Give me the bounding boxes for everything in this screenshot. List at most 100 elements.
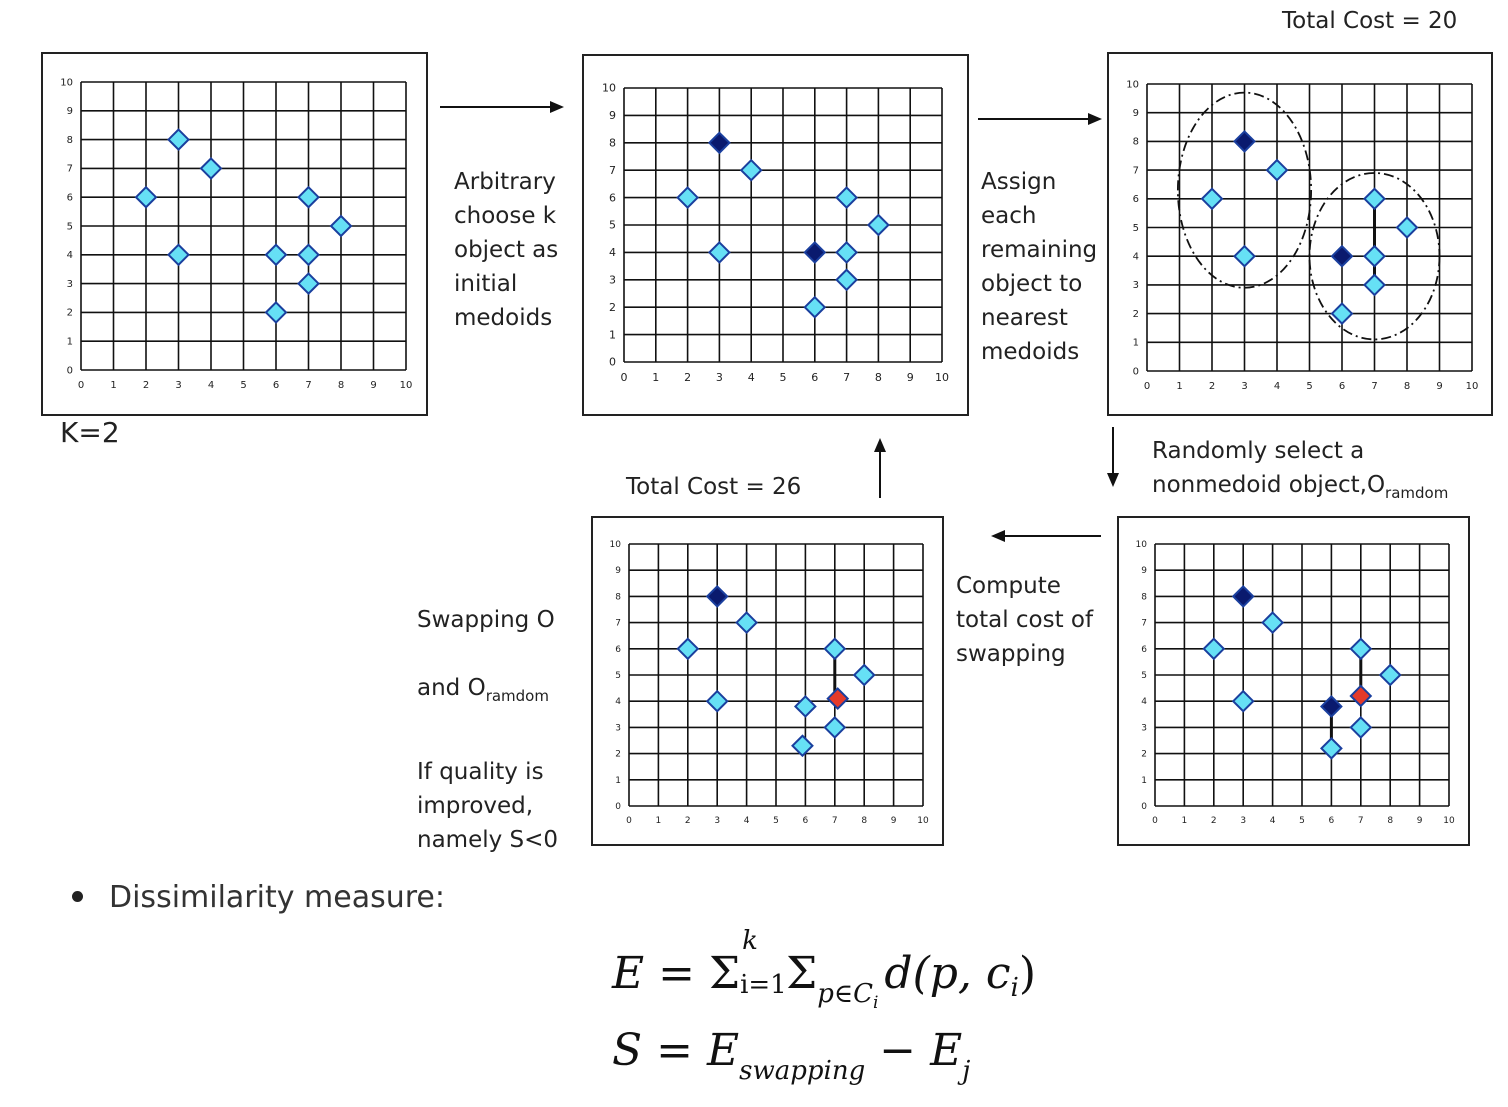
data-point [297,185,320,209]
random-point [826,687,850,710]
formula-e-lhs: E [612,948,645,999]
data-point [823,715,847,739]
formula-args-end: ) [1018,948,1037,999]
step-swapping: Swapping O and Oramdom If quality is imp… [417,569,558,891]
data-point [134,185,158,209]
data-point [793,695,817,718]
x-tick-label: 9 [370,380,376,391]
y-tick-label: 6 [615,645,621,655]
medoid-point [1330,244,1354,268]
x-tick-label: 0 [1144,381,1150,392]
x-tick-label: 0 [626,816,632,826]
scatter-chart-initial: 00 1 1 2 2 3 3 4 4 5 5 6 6 7 7 8 8 9 9 10 10 [60,77,413,391]
formula-s: S = Eswapping − Ej [612,1025,970,1086]
data-point [852,663,876,687]
step-randomly-select-text: Randomly select a nonmedoid object,O [1152,438,1386,498]
formula-e-eq: = [644,948,709,999]
x-tick-label: 6 [1339,381,1345,392]
x-tick-label: 8 [1404,381,1410,392]
y-tick-label: 9 [1133,108,1139,119]
formula-sub-i1: i=1 [740,970,787,1000]
medoid-point [1233,129,1256,153]
y-tick-label: 8 [609,136,616,149]
formula-d: d [884,948,913,999]
data-point [676,637,700,661]
x-tick-label: 8 [861,816,867,826]
data-point [1395,216,1419,239]
data-point [1363,244,1386,268]
y-tick-label: 8 [67,135,73,146]
medoid-point [707,131,731,155]
x-tick-label: 7 [1371,381,1377,392]
x-tick-label: 6 [1329,816,1335,826]
bullet-dot [72,891,83,902]
data-point [1319,736,1343,760]
cluster-ellipse-2 [1308,172,1441,341]
x-tick-label: 2 [685,816,691,826]
y-tick-label: 10 [610,540,622,550]
step-swapping-line1: Swapping O [417,607,555,633]
x-tick-label: 3 [1240,816,1246,826]
step-arbitrary-choose: Arbitrary choose k object as initial med… [454,169,559,331]
grid-panel-medoids: 0 0 1 1 2 2 3 3 4 4 5 5 6 6 7 7 8 8 9 9 10 10 [582,54,969,416]
data-point [1378,663,1402,687]
x-tick-label: 7 [832,816,838,826]
arrow-right-2 [978,113,1102,125]
x-tick-label: 6 [811,371,818,384]
x-tick-label: 5 [773,816,779,826]
x-tick-label: 2 [1209,381,1215,392]
y-tick-label: 7 [609,164,616,177]
data-point [791,734,814,758]
y-tick-label: 5 [1133,223,1139,234]
y-tick-label: 0 [67,365,73,376]
data-point [1349,715,1373,739]
bullet-text: Dissimilarity measure: [109,880,445,915]
x-tick-label: 3 [716,371,723,384]
formula-s-lhs: S [612,1025,643,1076]
data-point [705,689,729,713]
data-point [1265,158,1289,182]
y-tick-label: 5 [609,219,616,232]
x-tick-label: 4 [748,371,755,384]
data-point [739,158,763,182]
y-tick-label: 1 [1133,338,1139,349]
y-tick-label: 4 [1141,697,1147,707]
y-tick-label: 9 [609,109,616,122]
step-randomly-select: Randomly select a nonmedoid object,Oramd… [1152,434,1492,504]
formula-sub-swapping: swapping [739,1056,866,1086]
grid [1154,543,1450,807]
data-point [866,213,890,237]
x-tick-label: 10 [917,816,929,826]
data-point [264,243,288,267]
x-tick-label: 10 [935,371,949,384]
total-cost-top: Total Cost = 20 [1282,8,1458,34]
x-tick-label: 1 [110,380,116,391]
grid [1146,83,1473,372]
x-tick-label: 7 [1358,816,1364,826]
x-tick-label: 5 [780,371,787,384]
formula-sub-j: j [962,1056,971,1086]
x-tick-label: 4 [744,816,750,826]
data-point [1330,302,1354,326]
y-tick-label: 5 [67,221,73,232]
y-tick-label: 4 [615,697,621,707]
y-tick-label: 3 [1141,723,1147,733]
scatter-chart-clusters: 00 1 1 2 2 3 3 4 4 5 5 6 6 7 7 8 8 9 9 10 10 [1126,79,1478,392]
y-tick-label: 7 [1133,165,1139,176]
x-tick-label: 1 [652,371,659,384]
x-tick-label: 1 [1176,381,1182,392]
medoid-point [705,584,729,608]
formula-sigma-2: Σ [786,948,818,999]
x-tick-label: 6 [803,816,809,826]
grid [628,543,924,807]
data-point [835,240,859,264]
data-point [835,268,859,292]
y-tick-label: 7 [615,619,621,629]
scatter-chart-medoids: 00 1 1 2 2 3 3 4 4 5 5 6 6 7 7 8 8 9 9 10 10 [602,82,949,384]
data-point [297,243,320,267]
y-tick-label: 1 [67,337,73,348]
x-tick-label: 10 [400,380,413,391]
y-tick-label: 3 [67,279,73,290]
x-tick-label: 4 [208,380,214,391]
data-point [297,272,320,296]
